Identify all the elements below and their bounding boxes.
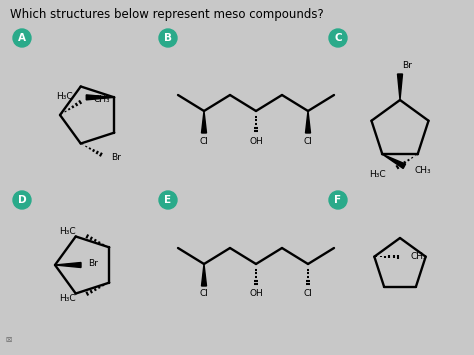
Text: B: B: [164, 33, 172, 43]
Circle shape: [159, 29, 177, 47]
Circle shape: [329, 29, 347, 47]
Text: E: E: [164, 195, 172, 205]
Polygon shape: [201, 264, 207, 286]
Text: Br: Br: [111, 153, 120, 162]
Text: ☒: ☒: [5, 337, 11, 343]
Text: Cl: Cl: [303, 289, 312, 299]
Polygon shape: [306, 111, 310, 133]
Circle shape: [329, 191, 347, 209]
Text: Br: Br: [88, 260, 98, 268]
Text: Br: Br: [402, 60, 412, 70]
Text: H₃C: H₃C: [59, 227, 75, 236]
Polygon shape: [55, 262, 81, 268]
Polygon shape: [201, 111, 207, 133]
Text: H₃C: H₃C: [369, 170, 386, 179]
Text: CH₃: CH₃: [94, 94, 110, 104]
Text: Which structures below represent meso compounds?: Which structures below represent meso co…: [10, 8, 324, 21]
Polygon shape: [86, 95, 114, 100]
Circle shape: [13, 191, 31, 209]
Circle shape: [13, 29, 31, 47]
Text: CH₃: CH₃: [414, 166, 431, 175]
Text: CH₃: CH₃: [410, 252, 427, 261]
Text: F: F: [335, 195, 342, 205]
Text: C: C: [334, 33, 342, 43]
Text: H₃C: H₃C: [55, 92, 72, 101]
Text: Cl: Cl: [200, 137, 209, 146]
Text: A: A: [18, 33, 26, 43]
Text: Cl: Cl: [200, 289, 209, 299]
Text: D: D: [18, 195, 27, 205]
Text: OH: OH: [249, 289, 263, 299]
Polygon shape: [383, 154, 406, 169]
Text: H₃C: H₃C: [59, 294, 75, 303]
Circle shape: [159, 191, 177, 209]
Text: Cl: Cl: [303, 137, 312, 146]
Polygon shape: [398, 74, 402, 100]
Text: OH: OH: [249, 137, 263, 146]
